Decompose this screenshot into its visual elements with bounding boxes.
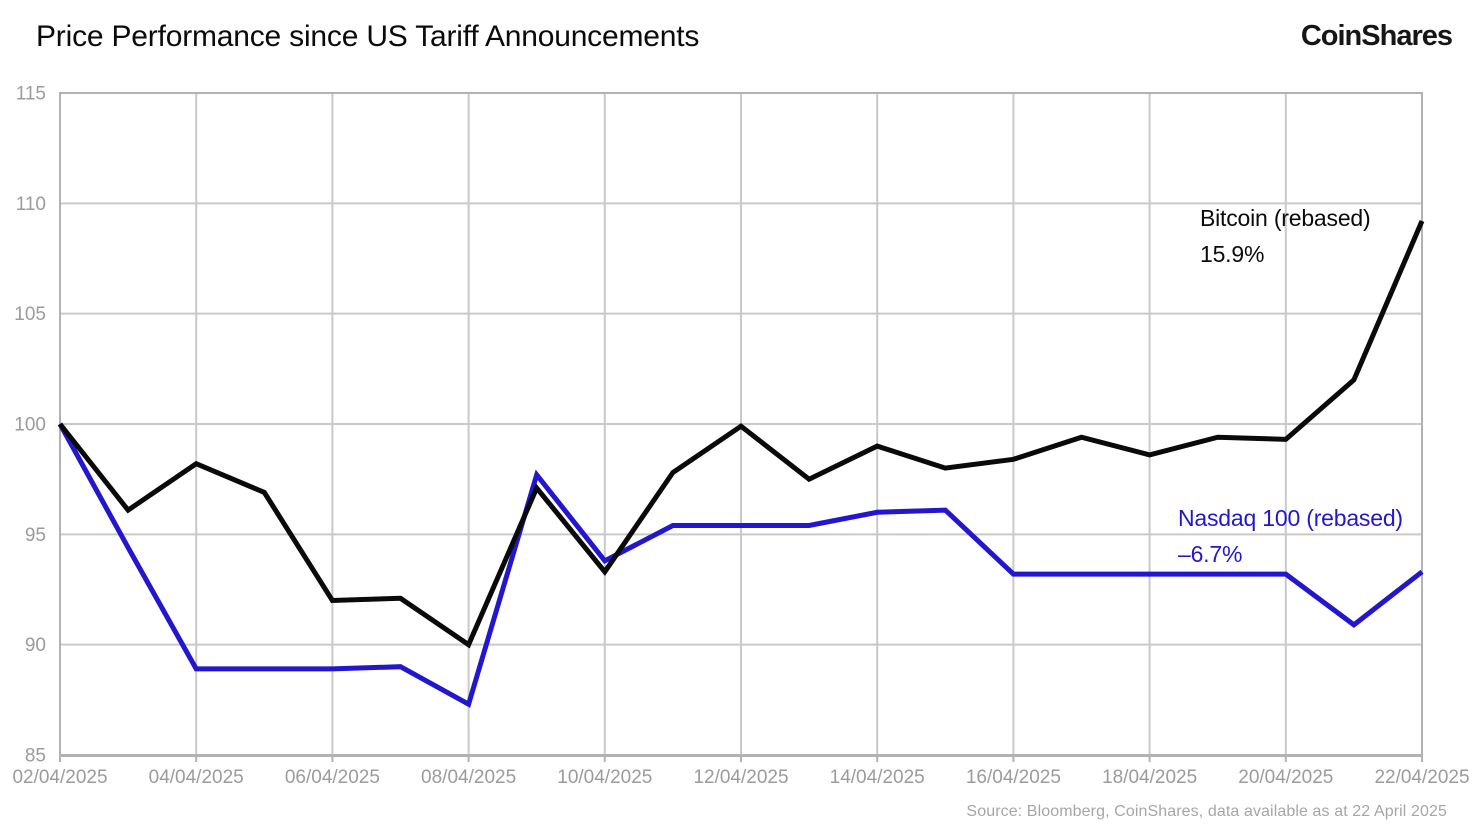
x-tick-label: 14/04/2025 — [830, 767, 925, 788]
source-note: Source: Bloomberg, CoinShares, data avai… — [966, 803, 1447, 820]
y-tick-label: 110 — [16, 194, 46, 215]
x-tick-label: 06/04/2025 — [285, 767, 380, 788]
y-tick-label: 100 — [14, 415, 46, 436]
bitcoin-series-label: Bitcoin (rebased) 15.9% — [1200, 200, 1371, 272]
y-tick-label: 115 — [16, 84, 46, 105]
x-axis-labels: 02/04/2025 04/04/2025 06/04/2025 08/04/2025… — [12, 767, 1469, 788]
y-tick-label: 85 — [25, 746, 46, 767]
coinshares-logo: CoinShares — [1300, 20, 1453, 52]
x-tick-label: 08/04/2025 — [421, 767, 516, 788]
bitcoin-line — [58, 220, 1425, 649]
x-tick-label: 12/04/2025 — [693, 767, 788, 788]
x-tick-label: 02/04/2025 — [12, 767, 107, 788]
page-title: Price Performance since US Tariff Announ… — [36, 20, 700, 53]
x-tick-label: 20/04/2025 — [1238, 767, 1333, 788]
x-tick-label: 04/04/2025 — [149, 767, 244, 788]
nasdaq-series-label: Nasdaq 100 (rebased) –6.7% — [1178, 500, 1403, 572]
y-axis-labels: 85 90 95 100 105 110 115 — [14, 84, 46, 767]
bitcoin-series-name: Bitcoin (rebased) — [1200, 205, 1371, 231]
x-tick-label: 16/04/2025 — [966, 767, 1061, 788]
y-tick-label: 90 — [25, 635, 46, 656]
x-tick-label: 18/04/2025 — [1102, 767, 1197, 788]
y-tick-label: 105 — [14, 304, 46, 325]
y-tick-label: 95 — [25, 525, 46, 546]
nasdaq-series-change: –6.7% — [1178, 541, 1243, 567]
x-tick-label: 10/04/2025 — [557, 767, 652, 788]
x-tick-label: 22/04/2025 — [1374, 767, 1469, 788]
bitcoin-series-change: 15.9% — [1200, 241, 1265, 267]
nasdaq-line — [57, 422, 1424, 708]
nasdaq-series-name: Nasdaq 100 (rebased) — [1178, 505, 1403, 531]
